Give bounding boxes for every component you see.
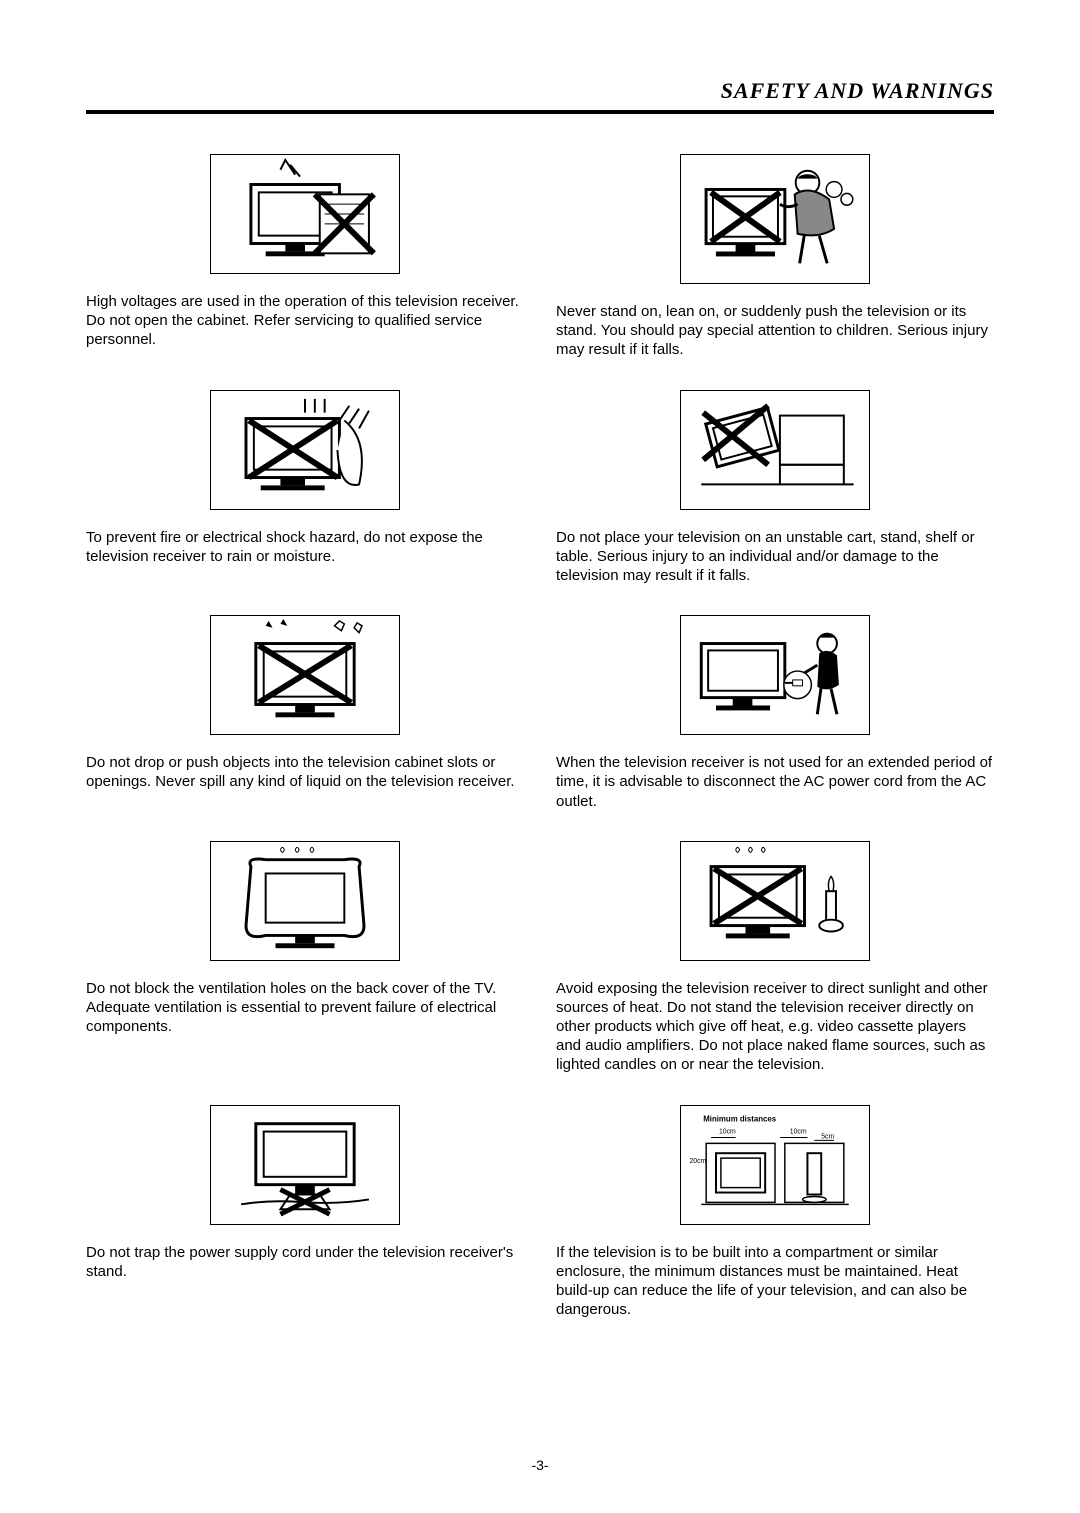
caption-unstable-cart: Do not place your television on an unsta…: [556, 528, 994, 586]
caption-heat-sunlight: Avoid exposing the television receiver t…: [556, 979, 994, 1075]
label-10cm-left: 10cm: [719, 1128, 736, 1135]
warning-unstable-cart: Do not place your television on an unsta…: [556, 390, 994, 586]
warning-rain-moisture: To prevent fire or electrical shock haza…: [86, 390, 524, 586]
warning-ventilation: Do not block the ventilation holes on th…: [86, 841, 524, 1075]
caption-ventilation: Do not block the ventilation holes on th…: [86, 979, 524, 1037]
illustration-ventilation: [210, 841, 400, 961]
warning-cord-under-stand: Do not trap the power supply cord under …: [86, 1105, 524, 1320]
illustration-rain: [210, 390, 400, 510]
warning-stand-lean: Never stand on, lean on, or suddenly pus…: [556, 154, 994, 360]
warnings-grid: High voltages are used in the operation …: [86, 154, 994, 1319]
illustration-cord-stand: [210, 1105, 400, 1225]
label-5cm: 5cm: [821, 1133, 834, 1140]
caption-unplug: When the television receiver is not used…: [556, 753, 994, 811]
caption-cord-stand: Do not trap the power supply cord under …: [86, 1243, 524, 1281]
warning-heat-sunlight: Avoid exposing the television receiver t…: [556, 841, 994, 1075]
header-rule: [86, 110, 994, 114]
label-20cm: 20cm: [689, 1158, 706, 1165]
illustration-heat: [680, 841, 870, 961]
warning-high-voltage: High voltages are used in the operation …: [86, 154, 524, 360]
page-number: -3-: [0, 1457, 1080, 1473]
caption-rain-moisture: To prevent fire or electrical shock haza…: [86, 528, 524, 566]
illustration-stand-lean: [680, 154, 870, 284]
caption-stand-lean: Never stand on, lean on, or suddenly pus…: [556, 302, 994, 360]
page-header-title: SAFETY AND WARNINGS: [86, 78, 994, 110]
label-min-distances-title: Minimum distances: [703, 1114, 777, 1123]
illustration-unplug: [680, 615, 870, 735]
illustration-unstable: [680, 390, 870, 510]
illustration-high-voltage: [210, 154, 400, 274]
illustration-minimum-distances: Minimum distances 10cm 10cm 5cm 20cm: [680, 1105, 870, 1225]
warning-minimum-distances: Minimum distances 10cm 10cm 5cm 20cm If …: [556, 1105, 994, 1320]
label-10cm-right: 10cm: [790, 1128, 807, 1135]
caption-minimum-distances: If the television is to be built into a …: [556, 1243, 994, 1320]
illustration-drop-objects: [210, 615, 400, 735]
caption-drop-objects: Do not drop or push objects into the tel…: [86, 753, 524, 791]
caption-high-voltage: High voltages are used in the operation …: [86, 292, 524, 350]
warning-drop-objects: Do not drop or push objects into the tel…: [86, 615, 524, 811]
warning-unplug: When the television receiver is not used…: [556, 615, 994, 811]
